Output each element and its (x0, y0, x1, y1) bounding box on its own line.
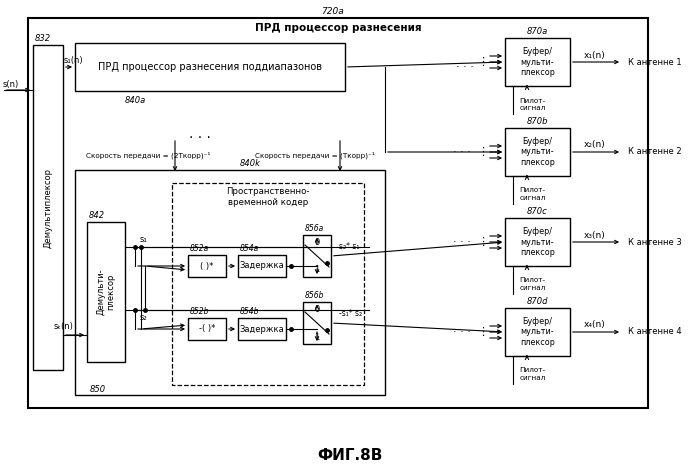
Text: ⋮: ⋮ (477, 237, 489, 247)
Text: 852b: 852b (190, 307, 209, 316)
Text: Буфер/
мульти-
плексор: Буфер/ мульти- плексор (520, 227, 555, 257)
Text: 0: 0 (314, 304, 320, 313)
Text: ⋮: ⋮ (477, 327, 489, 337)
Text: Пространственно-
временной кодер: Пространственно- временной кодер (226, 187, 309, 207)
Bar (238, 255, 286, 277)
Text: 854a: 854a (240, 244, 259, 253)
Text: x₂(n): x₂(n) (584, 140, 606, 149)
Text: 870d: 870d (526, 297, 548, 306)
Text: 842: 842 (89, 210, 105, 219)
Text: Пилот-
сигнал: Пилот- сигнал (519, 277, 545, 291)
Text: 854b: 854b (240, 307, 260, 316)
Text: К антенне 2: К антенне 2 (628, 147, 682, 156)
Text: s₁: s₁ (140, 235, 148, 244)
Text: x₄(n): x₄(n) (584, 320, 606, 329)
Text: x₁(n): x₁(n) (584, 51, 606, 60)
Bar (33, 45, 63, 370)
Bar (303, 235, 331, 277)
Text: 850: 850 (90, 384, 106, 393)
Text: ПРД процессор разнесения поддиапазонов: ПРД процессор разнесения поддиапазонов (98, 62, 322, 72)
Text: ФИГ.8В: ФИГ.8В (317, 447, 383, 463)
Text: · · ·: · · · (189, 131, 211, 145)
Text: 840a: 840a (125, 95, 146, 104)
Text: Пилот-
сигнал: Пилот- сигнал (519, 98, 545, 110)
Bar (505, 308, 570, 356)
Text: x₃(n): x₃(n) (584, 230, 606, 239)
Text: ⋮: ⋮ (477, 57, 489, 67)
Bar (28, 18, 648, 408)
Text: Буфер/
мульти-
плексор: Буфер/ мульти- плексор (520, 47, 555, 77)
Text: Пилот-
сигнал: Пилот- сигнал (519, 367, 545, 381)
Bar (505, 218, 570, 266)
Text: s₂: s₂ (140, 313, 148, 322)
Text: s(n): s(n) (3, 80, 19, 89)
Bar (188, 255, 226, 277)
Text: Буфер/
мульти-
плексор: Буфер/ мульти- плексор (520, 317, 555, 347)
Text: Демультиплексор: Демультиплексор (43, 167, 52, 247)
Text: 856b: 856b (305, 291, 325, 300)
Text: 720a: 720a (321, 7, 344, 16)
Text: 852a: 852a (190, 244, 209, 253)
Text: 870a: 870a (527, 27, 548, 36)
Bar (303, 302, 331, 344)
Text: · · ·: · · · (453, 237, 471, 247)
Text: 1: 1 (314, 265, 320, 274)
Text: · · ·: · · · (453, 327, 471, 337)
Text: 1: 1 (314, 332, 320, 341)
Text: · · ·: · · · (456, 62, 474, 72)
Text: sₖ(n): sₖ(n) (54, 322, 74, 331)
Bar (87, 222, 125, 362)
Text: К антенне 4: К антенне 4 (628, 328, 682, 337)
Text: 0: 0 (314, 237, 320, 246)
Bar (75, 170, 385, 395)
Text: s₂* s₁: s₂* s₁ (339, 241, 359, 250)
Text: ( )*: ( )* (200, 262, 214, 271)
Text: 856a: 856a (305, 224, 324, 233)
Text: ПРД процессор разнесения: ПРД процессор разнесения (255, 23, 421, 33)
Bar (172, 183, 364, 385)
Text: Демульти-
плексор: Демульти- плексор (97, 269, 116, 315)
Bar (238, 318, 286, 340)
Text: -( )*: -( )* (199, 325, 215, 334)
Text: ⋮: ⋮ (477, 147, 489, 157)
Text: Задержка: Задержка (239, 262, 284, 271)
Bar (505, 38, 570, 86)
Text: К антенне 3: К антенне 3 (628, 237, 682, 246)
Text: · · ·: · · · (453, 147, 471, 157)
Text: s₁(n): s₁(n) (64, 55, 83, 64)
Text: 832: 832 (35, 34, 51, 43)
Bar (75, 43, 345, 91)
Text: Задержка: Задержка (239, 325, 284, 334)
Bar (188, 318, 226, 340)
Text: Скорость передачи = (Tкорр)⁻¹: Скорость передачи = (Tкорр)⁻¹ (255, 151, 375, 159)
Text: К антенне 1: К антенне 1 (628, 57, 682, 66)
Text: -s₁* s₂: -s₁* s₂ (340, 309, 363, 318)
Text: Пилот-
сигнал: Пилот- сигнал (519, 188, 545, 201)
Text: 870b: 870b (526, 117, 548, 126)
Text: 840k: 840k (239, 159, 260, 168)
Text: 870c: 870c (527, 207, 548, 216)
Text: Буфер/
мульти-
плексор: Буфер/ мульти- плексор (520, 137, 555, 167)
Text: Скорость передачи = (2Tкорр)⁻¹: Скорость передачи = (2Tкорр)⁻¹ (86, 151, 210, 159)
Bar (505, 128, 570, 176)
